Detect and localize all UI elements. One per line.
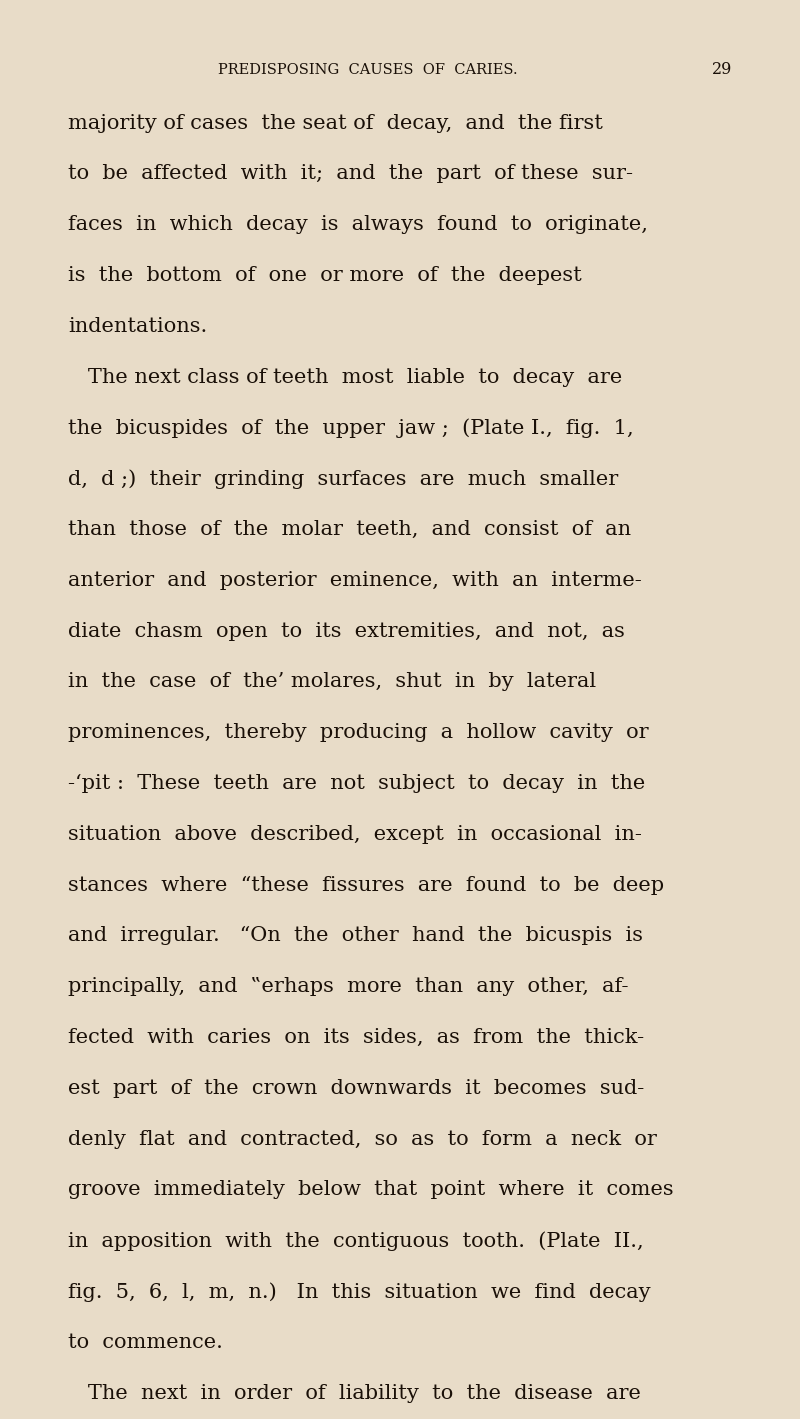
Text: stances  where  “these  fissures  are  found  to  be  deep: stances where “these fissures are found … bbox=[68, 876, 664, 894]
Text: est  part  of  the  crown  downwards  it  becomes  sud-: est part of the crown downwards it becom… bbox=[68, 1078, 644, 1098]
Text: situation  above  described,  except  in  occasional  in-: situation above described, except in occ… bbox=[68, 824, 642, 844]
Text: anterior  and  posterior  eminence,  with  an  interme-: anterior and posterior eminence, with an… bbox=[68, 570, 642, 590]
Text: denly  flat  and  contracted,  so  as  to  form  a  neck  or: denly flat and contracted, so as to form… bbox=[68, 1130, 657, 1148]
Text: to  commence.: to commence. bbox=[68, 1332, 223, 1352]
Text: The next class of teeth  most  liable  to  decay  are: The next class of teeth most liable to d… bbox=[68, 368, 622, 386]
Text: 29: 29 bbox=[712, 61, 732, 78]
Text: in  apposition  with  the  contiguous  tooth.  (Plate  II.,: in apposition with the contiguous tooth.… bbox=[68, 1232, 644, 1250]
Text: fig.  5,  6,  l,  m,  n.)   In  this  situation  we  find  decay: fig. 5, 6, l, m, n.) In this situation w… bbox=[68, 1281, 650, 1301]
Text: -‘pit :  These  teeth  are  not  subject  to  decay  in  the: -‘pit : These teeth are not subject to d… bbox=[68, 773, 646, 793]
Text: principally,  and  ‟erhaps  more  than  any  other,  af-: principally, and ‟erhaps more than any o… bbox=[68, 978, 629, 996]
Text: d,  d ;)  their  grinding  surfaces  are  much  smaller: d, d ;) their grinding surfaces are much… bbox=[68, 470, 618, 488]
Text: in  the  case  of  the’ molares,  shut  in  by  lateral: in the case of the’ molares, shut in by … bbox=[68, 673, 596, 691]
Text: the  bicuspides  of  the  upper  jaw ;  (Plate I.,  fig.  1,: the bicuspides of the upper jaw ; (Plate… bbox=[68, 419, 634, 438]
Text: The  next  in  order  of  liability  to  the  disease  are: The next in order of liability to the di… bbox=[68, 1384, 641, 1402]
Text: indentations.: indentations. bbox=[68, 316, 207, 336]
Text: than  those  of  the  molar  teeth,  and  consist  of  an: than those of the molar teeth, and consi… bbox=[68, 519, 631, 539]
Text: majority of cases  the seat of  decay,  and  the first: majority of cases the seat of decay, and… bbox=[68, 114, 603, 132]
Text: prominences,  thereby  producing  a  hollow  cavity  or: prominences, thereby producing a hollow … bbox=[68, 724, 649, 742]
Text: fected  with  caries  on  its  sides,  as  from  the  thick-: fected with caries on its sides, as from… bbox=[68, 1027, 644, 1047]
Text: and  irregular.   “On  the  other  hand  the  bicuspis  is: and irregular. “On the other hand the bi… bbox=[68, 927, 643, 945]
Text: is  the  bottom  of  one  or more  of  the  deepest: is the bottom of one or more of the deep… bbox=[68, 265, 582, 285]
Text: diate  chasm  open  to  its  extremities,  and  not,  as: diate chasm open to its extremities, and… bbox=[68, 622, 625, 640]
Text: PREDISPOSING  CAUSES  OF  CARIES.: PREDISPOSING CAUSES OF CARIES. bbox=[218, 62, 518, 77]
Text: groove  immediately  below  that  point  where  it  comes: groove immediately below that point wher… bbox=[68, 1181, 674, 1199]
Text: to  be  affected  with  it;  and  the  part  of these  sur-: to be affected with it; and the part of … bbox=[68, 165, 633, 183]
Text: faces  in  which  decay  is  always  found  to  originate,: faces in which decay is always found to … bbox=[68, 216, 648, 234]
